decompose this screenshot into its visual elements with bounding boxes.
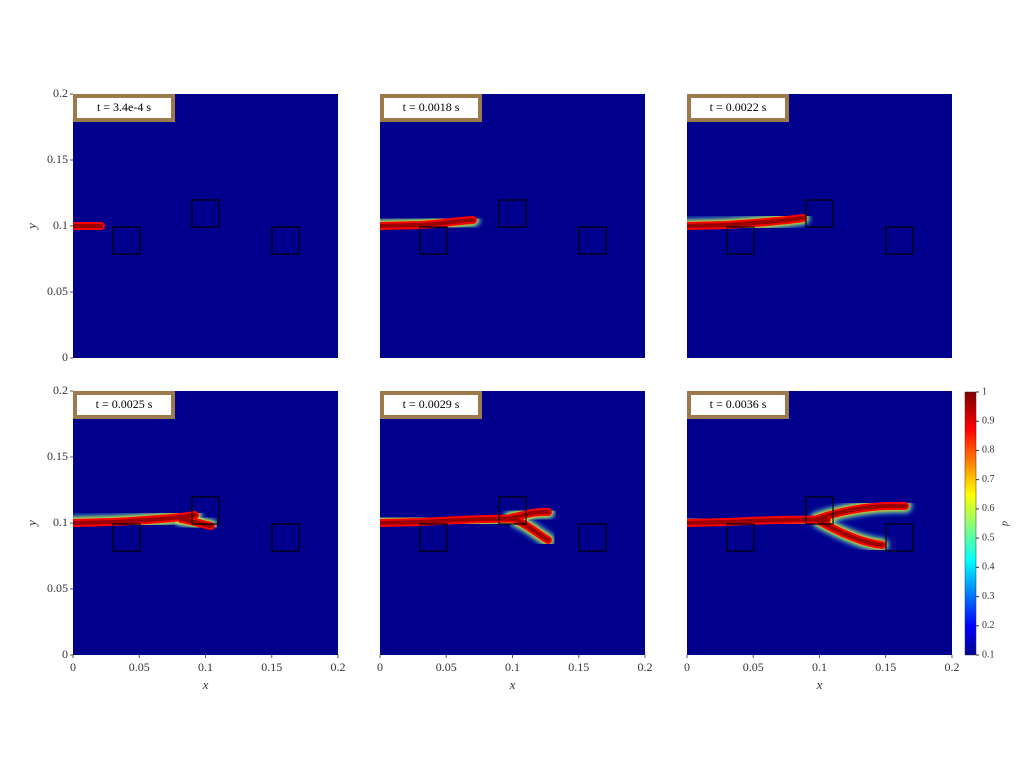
- x-tick-label: 0: [684, 660, 690, 674]
- x-tick-label: 0.15: [875, 660, 896, 674]
- crack: [73, 507, 219, 534]
- obstacle: [885, 226, 914, 255]
- colorbar-tick-label: 0.6: [982, 503, 995, 514]
- y-tick-label: 0: [62, 647, 68, 661]
- crack-band: [514, 518, 550, 542]
- annotation: t = 0.0029 s: [403, 397, 460, 411]
- colorbar-tick-label: 0.4: [982, 562, 995, 573]
- x-tick-label: 0.2: [331, 660, 346, 674]
- obstacle: [191, 496, 220, 525]
- x-tick-label: 0.1: [198, 660, 213, 674]
- crack-band: [73, 513, 197, 525]
- annotation: t = 3.4e-4 s: [97, 100, 151, 114]
- obstacle: [578, 523, 607, 552]
- y-tick-label: 0.15: [47, 449, 68, 463]
- obstacle: [726, 523, 755, 552]
- y-tick-label: 0.2: [53, 383, 68, 397]
- colorbar-gradient: [964, 391, 977, 656]
- x-tick-label: 0.05: [743, 660, 764, 674]
- panel: t = 0.0036 s: [687, 391, 952, 655]
- colorbar-label: d: [1000, 521, 1011, 527]
- obstacle: [271, 226, 300, 255]
- x-tick-label: 0.15: [568, 660, 589, 674]
- y-axis-label: y: [24, 520, 39, 528]
- obstacle: [419, 523, 448, 552]
- obstacle: [112, 523, 141, 552]
- x-tick-label: 0.15: [261, 660, 282, 674]
- x-tick-label: 0.05: [436, 660, 457, 674]
- annotation: t = 0.0022 s: [710, 100, 767, 114]
- colorbar-tick-label: 0.3: [982, 591, 995, 602]
- crack-band: [508, 509, 550, 520]
- crack-band: [687, 216, 805, 228]
- obstacle: [498, 199, 527, 228]
- obstacle: [112, 226, 141, 255]
- colorbar-tick-label: 0.9: [982, 416, 995, 427]
- annotation-box: [380, 391, 482, 419]
- y-tick-label: 0.2: [53, 86, 68, 100]
- obstacle: [419, 226, 448, 255]
- y-tick-label: 0.1: [53, 218, 68, 232]
- field-background: [73, 94, 338, 358]
- obstacle: [805, 496, 834, 525]
- colorbar-tick-label: 0.7: [982, 474, 995, 485]
- annotation-box: [380, 94, 482, 122]
- annotation: t = 0.0025 s: [96, 397, 153, 411]
- obstacle: [885, 523, 914, 552]
- x-tick-label: 0.2: [945, 660, 960, 674]
- annotation-box: [687, 391, 789, 419]
- x-tick-label: 0: [70, 660, 76, 674]
- annotation-box: [73, 391, 175, 419]
- x-tick-label: 0.2: [638, 660, 653, 674]
- colorbar-tick-label: 0.8: [982, 445, 995, 456]
- colorbar-tick-label: 0.5: [982, 532, 995, 543]
- annotation: t = 0.0036 s: [710, 397, 767, 411]
- annotation: t = 0.0018 s: [403, 100, 460, 114]
- obstacle: [271, 523, 300, 552]
- annotation-box: [73, 94, 175, 122]
- colorbar-tick-label: 0.1: [982, 649, 995, 660]
- panel: t = 0.0025 s: [73, 391, 338, 655]
- y-axis-label: y: [24, 223, 39, 231]
- obstacle: [805, 199, 834, 228]
- x-tick-label: 0.05: [129, 660, 150, 674]
- colorbar: 0.1 0.2 0.3 0.4 0.5 0.6 0.7 0.8 0.9 1 d: [964, 386, 1011, 660]
- y-tick-label: 0.15: [47, 152, 68, 166]
- crack-band: [815, 503, 907, 521]
- y-tick-label: 0.05: [47, 284, 68, 298]
- crack-band: [179, 517, 213, 528]
- panel: t = 0.0018 s: [380, 94, 645, 358]
- x-tick-label: 0: [377, 660, 383, 674]
- y-tick-label: 0.1: [53, 515, 68, 529]
- x-tick-label: 0.1: [812, 660, 827, 674]
- crack: [380, 212, 481, 234]
- panel: t = 0.0029 s: [380, 391, 645, 655]
- crack: [380, 503, 556, 548]
- crack-band: [380, 516, 520, 525]
- colorbar-tick-label: 1: [982, 386, 987, 397]
- y-tick-label: 0: [62, 350, 68, 364]
- x-axis-label: x: [509, 677, 516, 692]
- x-axis-label: x: [202, 677, 209, 692]
- panel: t = 3.4e-4 s: [73, 94, 338, 358]
- x-tick-label: 0.1: [505, 660, 520, 674]
- obstacle: [191, 199, 220, 228]
- colorbar-tick-label: 0.2: [982, 620, 995, 631]
- obstacle: [726, 226, 755, 255]
- y-tick-label: 0.05: [47, 581, 68, 595]
- obstacle: [578, 226, 607, 255]
- annotation-box: [687, 94, 789, 122]
- obstacle: [498, 496, 527, 525]
- panel: t = 0.0022 s: [687, 94, 952, 358]
- crack-band: [380, 218, 475, 228]
- crack: [687, 210, 811, 234]
- x-axis-label: x: [816, 677, 823, 692]
